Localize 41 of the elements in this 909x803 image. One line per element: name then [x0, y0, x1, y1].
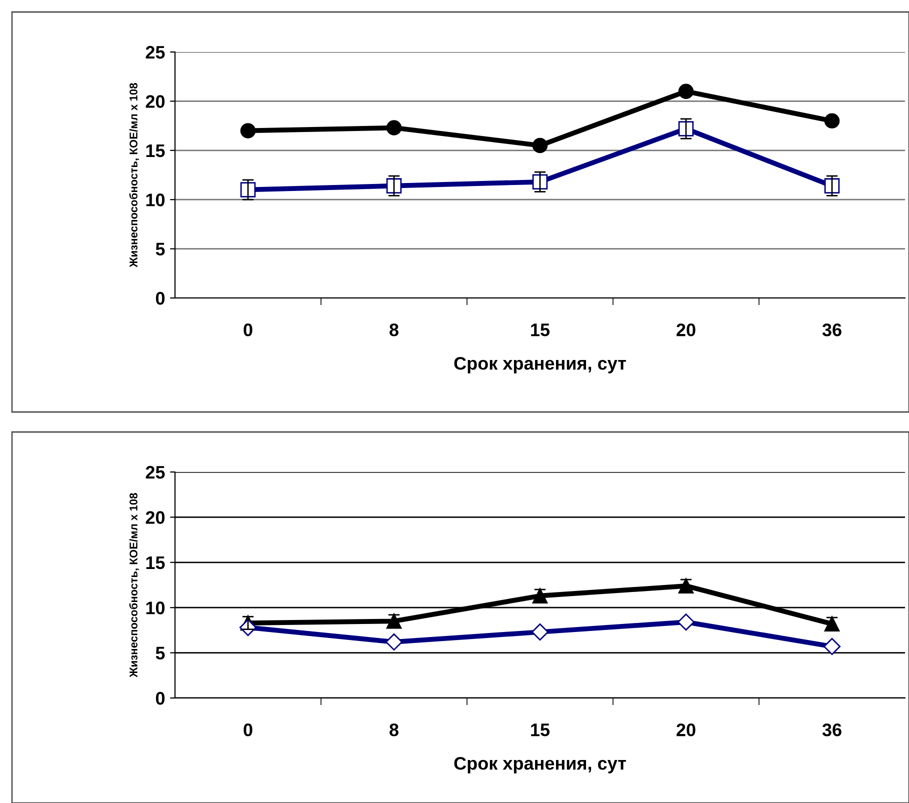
point	[240, 182, 256, 198]
point	[386, 178, 402, 194]
x-tick-label: 8	[390, 723, 398, 736]
y-tick-label: 10	[146, 602, 165, 614]
y-tick-label: 20	[146, 95, 165, 108]
y-tick-label: 15	[146, 144, 165, 158]
x-tick-label: 8	[390, 323, 398, 336]
y-tick-label: 20	[146, 511, 165, 524]
point	[677, 614, 695, 631]
y-tick-label: 5	[156, 242, 165, 256]
point	[678, 121, 694, 136]
x-tick-label: 36	[822, 323, 842, 336]
point	[531, 623, 549, 641]
x-tick-label: 20	[676, 723, 696, 736]
point	[386, 120, 402, 136]
y-axis-title: Жизнеспособность, КОЕ/мл х 108	[129, 83, 140, 268]
point	[823, 638, 841, 656]
y-tick-label: 5	[156, 646, 165, 660]
x-tick-label: 0	[244, 723, 252, 736]
point	[824, 113, 840, 129]
y-axis-title: Жизнеспособность, КОЕ/мл х 108	[129, 493, 140, 678]
x-tick-label: 20	[676, 323, 696, 336]
x-tick-label: 0	[244, 323, 252, 336]
point	[532, 138, 548, 154]
y-tick-label: 10	[146, 194, 165, 206]
point	[385, 633, 403, 651]
point	[678, 84, 694, 99]
point	[240, 123, 256, 138]
y-tick-label: 25	[146, 466, 165, 479]
x-axis-title: Срок хранения, сут	[454, 356, 626, 374]
x-tick-label: 36	[822, 723, 842, 736]
x-tick-label: 15	[531, 324, 550, 336]
point	[532, 174, 548, 190]
point	[824, 178, 840, 194]
x-tick-label: 15	[531, 724, 550, 736]
y-tick-label: 0	[156, 292, 165, 305]
point	[386, 614, 402, 629]
x-axis-title: Срок хранения, сут	[454, 756, 626, 774]
y-tick-label: 15	[146, 556, 165, 570]
y-tick-label: 25	[146, 46, 165, 59]
y-tick-label: 0	[156, 692, 165, 705]
